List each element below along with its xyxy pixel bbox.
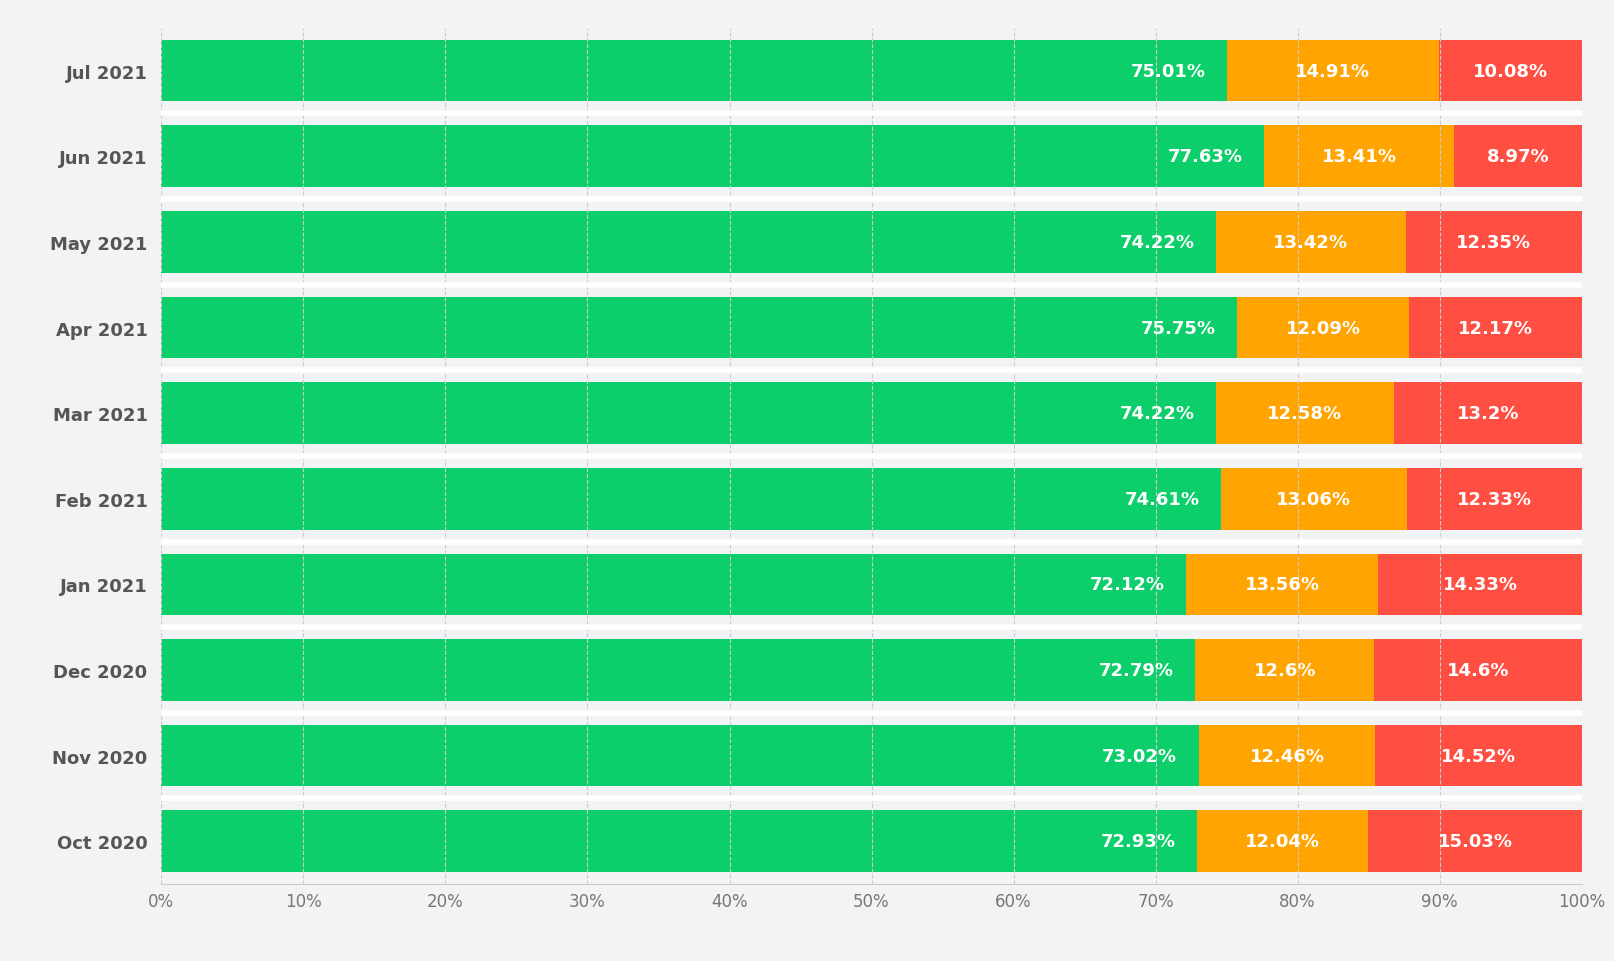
Bar <box>161 297 1238 359</box>
Bar <box>1438 40 1582 103</box>
Bar <box>1186 554 1378 616</box>
Text: 8.97%: 8.97% <box>1486 148 1549 166</box>
Bar <box>1374 639 1582 702</box>
Text: 12.04%: 12.04% <box>1246 832 1320 850</box>
Bar <box>1238 297 1409 359</box>
Text: 73.02%: 73.02% <box>1102 747 1177 765</box>
Bar <box>1222 468 1406 530</box>
Bar <box>1369 810 1582 873</box>
Bar <box>161 40 1227 103</box>
Text: 15.03%: 15.03% <box>1438 832 1512 850</box>
Bar <box>1454 126 1582 188</box>
Text: 74.22%: 74.22% <box>1119 405 1194 423</box>
Bar <box>161 639 1196 702</box>
Text: 13.56%: 13.56% <box>1244 576 1320 594</box>
Text: 14.91%: 14.91% <box>1294 62 1370 81</box>
Text: 12.17%: 12.17% <box>1457 319 1533 337</box>
Bar <box>1378 554 1582 616</box>
Bar <box>1227 40 1438 103</box>
Text: 13.2%: 13.2% <box>1457 405 1519 423</box>
Text: 72.93%: 72.93% <box>1101 832 1177 850</box>
Text: 72.12%: 72.12% <box>1089 576 1164 594</box>
Text: 12.46%: 12.46% <box>1249 747 1325 765</box>
Bar <box>161 725 1199 787</box>
Text: 10.08%: 10.08% <box>1472 62 1548 81</box>
Text: 12.6%: 12.6% <box>1254 661 1315 679</box>
Bar <box>1394 382 1582 445</box>
Bar <box>161 211 1215 274</box>
Bar <box>1215 382 1394 445</box>
Text: 75.75%: 75.75% <box>1141 319 1215 337</box>
Text: 75.01%: 75.01% <box>1130 62 1206 81</box>
Text: 14.52%: 14.52% <box>1441 747 1516 765</box>
Bar <box>161 382 1215 445</box>
Bar <box>1198 810 1369 873</box>
Bar <box>161 468 1222 530</box>
Bar <box>1406 468 1582 530</box>
Text: 13.42%: 13.42% <box>1273 234 1348 252</box>
Bar <box>1409 297 1582 359</box>
Bar <box>161 554 1186 616</box>
Bar <box>1406 211 1582 274</box>
Text: 12.09%: 12.09% <box>1286 319 1361 337</box>
Text: 14.6%: 14.6% <box>1446 661 1509 679</box>
Bar <box>161 126 1264 188</box>
Bar <box>1264 126 1454 188</box>
Bar <box>1215 211 1406 274</box>
Bar <box>1375 725 1582 787</box>
Text: 13.06%: 13.06% <box>1277 490 1351 508</box>
Bar <box>1199 725 1375 787</box>
Bar <box>1196 639 1374 702</box>
Text: 74.22%: 74.22% <box>1119 234 1194 252</box>
Text: 12.33%: 12.33% <box>1457 490 1532 508</box>
Text: 13.41%: 13.41% <box>1322 148 1396 166</box>
Text: 14.33%: 14.33% <box>1443 576 1517 594</box>
Bar <box>161 810 1198 873</box>
Text: 72.79%: 72.79% <box>1099 661 1173 679</box>
Text: 12.35%: 12.35% <box>1456 234 1532 252</box>
Text: 12.58%: 12.58% <box>1267 405 1343 423</box>
Text: 74.61%: 74.61% <box>1125 490 1199 508</box>
Text: 77.63%: 77.63% <box>1167 148 1243 166</box>
